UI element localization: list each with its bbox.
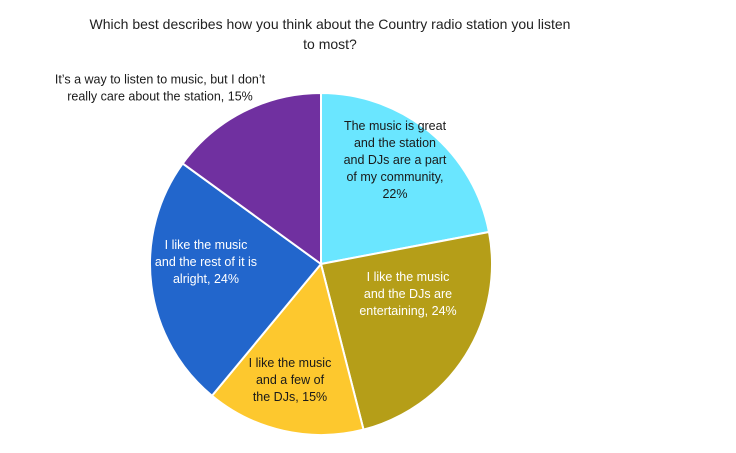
pie-slices — [149, 91, 493, 437]
slice-label-3: I like the music and a few of the DJs, 15% — [249, 356, 332, 404]
slice-label-1: The music is great and the station and DJs… — [344, 119, 447, 201]
chart-title: Which best describes how you think about… — [60, 14, 600, 54]
slice-label-2-line-2: and the DJs are — [364, 287, 452, 301]
slice-label-4-line-1: I like the music — [165, 238, 248, 252]
slice-label-1-line-4: of my community, — [346, 170, 443, 184]
pie-slice-1 — [320, 91, 491, 266]
pie-slice-5 — [181, 91, 322, 266]
slice-label-1-line-2: and the station — [354, 136, 436, 150]
slice-label-1-line-3: and DJs are a part — [344, 153, 447, 167]
slice-label-5-line-1: It’s a way to listen to music, but I don… — [55, 73, 266, 87]
pie-slice-3 — [210, 261, 365, 437]
slice-label-2-line-1: I like the music — [367, 270, 450, 284]
slice-label-3-line-3: the DJs, 15% — [253, 390, 327, 404]
slice-label-5-line-2: really care about the station, 15% — [67, 90, 253, 104]
chart-title-line-2: to most? — [303, 36, 357, 52]
chart-title-line-1: Which best describes how you think about… — [89, 16, 571, 32]
slice-label-1-line-5: 22% — [382, 187, 407, 201]
slice-label-4-line-2: and the rest of it is — [155, 255, 257, 269]
slice-label-4-line-3: alright, 24% — [173, 272, 239, 286]
slice-label-2: I like the music and the DJs are entertain… — [359, 270, 456, 318]
slice-label-4: I like the music and the rest of it is alr… — [155, 238, 257, 286]
slice-label-1-line-1: The music is great — [344, 119, 447, 133]
slice-label-5: It’s a way to listen to music, but I don… — [55, 73, 266, 104]
slice-label-2-line-3: entertaining, 24% — [359, 304, 456, 318]
pie-slice-4 — [149, 162, 323, 398]
pie-labels: The music is great and the station and DJs… — [55, 73, 457, 405]
slice-label-3-line-1: I like the music — [249, 356, 332, 370]
slice-label-3-line-2: and a few of — [256, 373, 325, 387]
pie-slice-2 — [319, 230, 493, 431]
